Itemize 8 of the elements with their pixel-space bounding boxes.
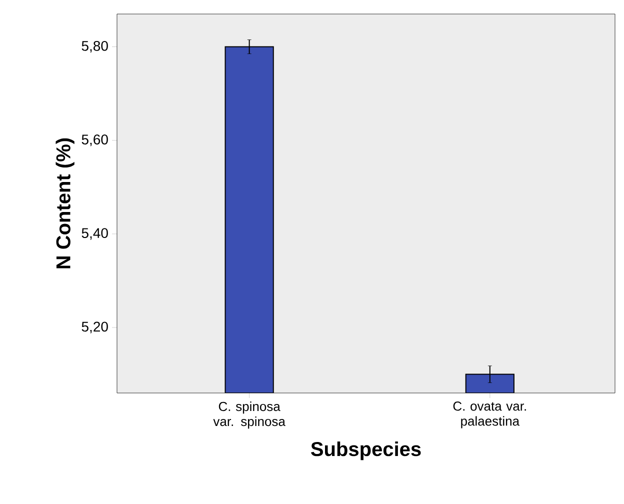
y-tick-label: 5,80	[82, 40, 108, 53]
y-tick-label: 5,40	[82, 228, 108, 240]
y-tick-label: 5,60	[82, 134, 108, 146]
x-axis-title: Subspecies	[311, 441, 421, 460]
y-axis-title: N Content (%)	[56, 138, 74, 268]
x-tick-label: C. ovata var. palaestina	[453, 402, 526, 428]
x-tick-label: C. spinosa var. spinosa	[213, 402, 286, 429]
y-tick-label: 5,20	[82, 322, 108, 334]
